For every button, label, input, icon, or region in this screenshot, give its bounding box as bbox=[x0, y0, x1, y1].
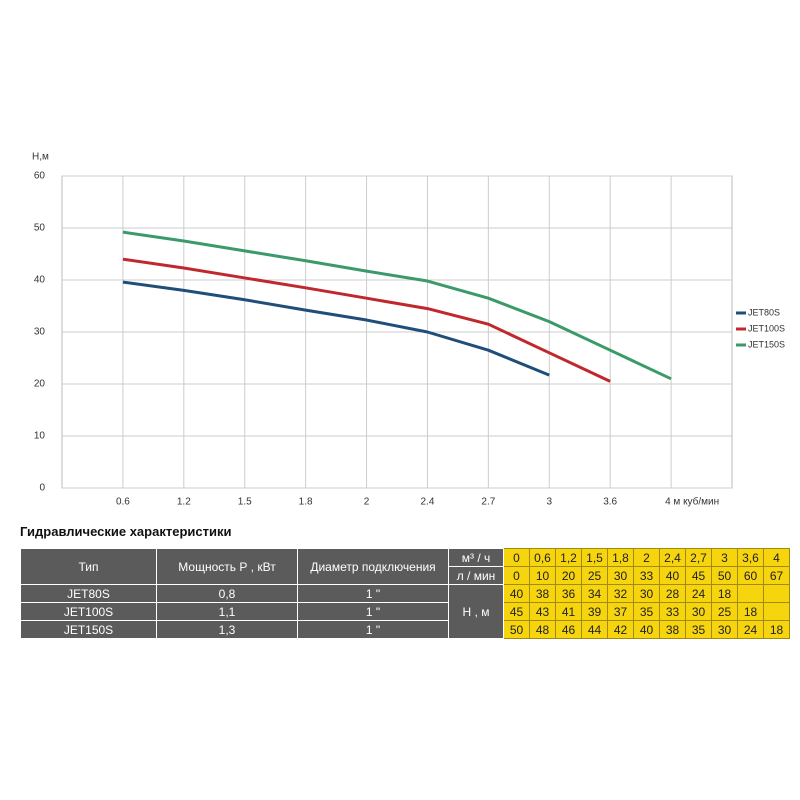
table-cell: JET80S bbox=[20, 584, 157, 603]
legend-label: JET100S bbox=[748, 323, 785, 333]
table-cell: 28 bbox=[659, 584, 686, 603]
table-cell: 25 bbox=[711, 602, 738, 621]
y-tick-label: 10 bbox=[34, 431, 46, 442]
table-cell: 33 bbox=[633, 566, 660, 585]
y-axis-label: H,м bbox=[32, 152, 49, 163]
y-tick-label: 0 bbox=[39, 483, 45, 494]
table-cell: 30 bbox=[711, 620, 738, 639]
table-cell: 30 bbox=[607, 566, 634, 585]
table-cell: 18 bbox=[711, 584, 738, 603]
table-cell: л / мин bbox=[448, 566, 504, 585]
x-tick-label: 1.8 bbox=[299, 497, 313, 508]
table-cell: 1,5 bbox=[581, 548, 608, 567]
legend-label: JET80S bbox=[748, 307, 780, 317]
table-cell: 2,7 bbox=[685, 548, 712, 567]
table-cell: 37 bbox=[607, 602, 634, 621]
table-cell: 4 bbox=[763, 548, 790, 567]
table-cell: 45 bbox=[685, 566, 712, 585]
table-cell: 3 bbox=[711, 548, 738, 567]
table-cell: 2 bbox=[633, 548, 660, 567]
table-cell: 1 " bbox=[297, 584, 449, 603]
table-cell: 39 bbox=[581, 602, 608, 621]
table-cell: 46 bbox=[555, 620, 582, 639]
x-tick-label: 3.6 bbox=[603, 497, 617, 508]
table-cell: 43 bbox=[529, 602, 556, 621]
table-cell: м³ / ч bbox=[448, 548, 504, 567]
table-cell: 1,2 bbox=[555, 548, 582, 567]
table-title: Гидравлические характеристики bbox=[20, 524, 232, 539]
table-cell: 10 bbox=[529, 566, 556, 585]
chart: H,м 0 10 20 30 40 50 60 0.6 1.2 1.5 1.8 2 2.4 2.7 3 3.6… bbox=[32, 152, 785, 508]
table-cell: 18 bbox=[763, 620, 790, 639]
table-cell: 36 bbox=[555, 584, 582, 603]
y-tick-label: 40 bbox=[34, 275, 46, 286]
x-tick-label: 2 bbox=[364, 497, 370, 508]
x-tick-label: 2.4 bbox=[421, 497, 435, 508]
y-tick-label: 20 bbox=[34, 379, 46, 390]
table-cell: 40 bbox=[503, 584, 530, 603]
table-cell: 30 bbox=[685, 602, 712, 621]
table-cell bbox=[763, 584, 790, 603]
table-cell: 1,3 bbox=[156, 620, 298, 639]
x-tick-label: 0.6 bbox=[116, 497, 130, 508]
table-cell: 40 bbox=[633, 620, 660, 639]
y-tick-label: 30 bbox=[34, 327, 46, 338]
x-tick-label: 3 bbox=[546, 497, 552, 508]
table-cell: 1,8 bbox=[607, 548, 634, 567]
table-cell: JET150S bbox=[20, 620, 157, 639]
table-cell: 34 bbox=[581, 584, 608, 603]
table-cell: 1 " bbox=[297, 620, 449, 639]
table-cell: 41 bbox=[555, 602, 582, 621]
table-cell: 67 bbox=[763, 566, 790, 585]
table-cell bbox=[763, 602, 790, 621]
table-cell: JET100S bbox=[20, 602, 157, 621]
table-cell: Диаметр подключения bbox=[297, 548, 449, 585]
table-cell: 3,6 bbox=[737, 548, 764, 567]
table-cell: 45 bbox=[503, 602, 530, 621]
table-cell: 38 bbox=[659, 620, 686, 639]
table-cell: 25 bbox=[581, 566, 608, 585]
y-tick-label: 50 bbox=[34, 223, 46, 234]
table-cell: 0 bbox=[503, 566, 530, 585]
table-cell: 35 bbox=[633, 602, 660, 621]
table-cell: 1 " bbox=[297, 602, 449, 621]
table-cell: 60 bbox=[737, 566, 764, 585]
table-cell: 38 bbox=[529, 584, 556, 603]
table-cell: 33 bbox=[659, 602, 686, 621]
table-cell: 50 bbox=[503, 620, 530, 639]
table-cell: 24 bbox=[737, 620, 764, 639]
table-cell: 2,4 bbox=[659, 548, 686, 567]
table-cell: 0,6 bbox=[529, 548, 556, 567]
x-tick-label: 1.2 bbox=[177, 497, 191, 508]
series-line bbox=[122, 257, 611, 383]
table-cell: 30 bbox=[633, 584, 660, 603]
table-cell: 48 bbox=[529, 620, 556, 639]
table-cell: 42 bbox=[607, 620, 634, 639]
series-line bbox=[122, 280, 550, 377]
table-cell: 0 bbox=[503, 548, 530, 567]
legend-label: JET150S bbox=[748, 339, 785, 349]
table-cell: 18 bbox=[737, 602, 764, 621]
table-cell: Тип bbox=[20, 548, 157, 585]
spec-table: Тип Мощность Р , кВт Диаметр подключения м³… bbox=[20, 548, 790, 639]
x-tick-label: 4 м куб/мин bbox=[665, 496, 719, 508]
table-cell: Н , м bbox=[448, 584, 504, 639]
table-cell: 24 bbox=[685, 584, 712, 603]
x-tick-label: 1.5 bbox=[238, 497, 252, 508]
table-cell: 1,1 bbox=[156, 602, 298, 621]
y-tick-label: 60 bbox=[34, 171, 46, 182]
table-cell: 44 bbox=[581, 620, 608, 639]
x-tick-label: 2.7 bbox=[481, 497, 495, 508]
table-cell: 32 bbox=[607, 584, 634, 603]
table-cell: 50 bbox=[711, 566, 738, 585]
table-cell: 0,8 bbox=[156, 584, 298, 603]
table-cell: 40 bbox=[659, 566, 686, 585]
table-cell: Мощность Р , кВт bbox=[156, 548, 298, 585]
table-cell bbox=[737, 584, 764, 603]
series-line bbox=[122, 230, 672, 381]
table-cell: 20 bbox=[555, 566, 582, 585]
table-cell: 35 bbox=[685, 620, 712, 639]
